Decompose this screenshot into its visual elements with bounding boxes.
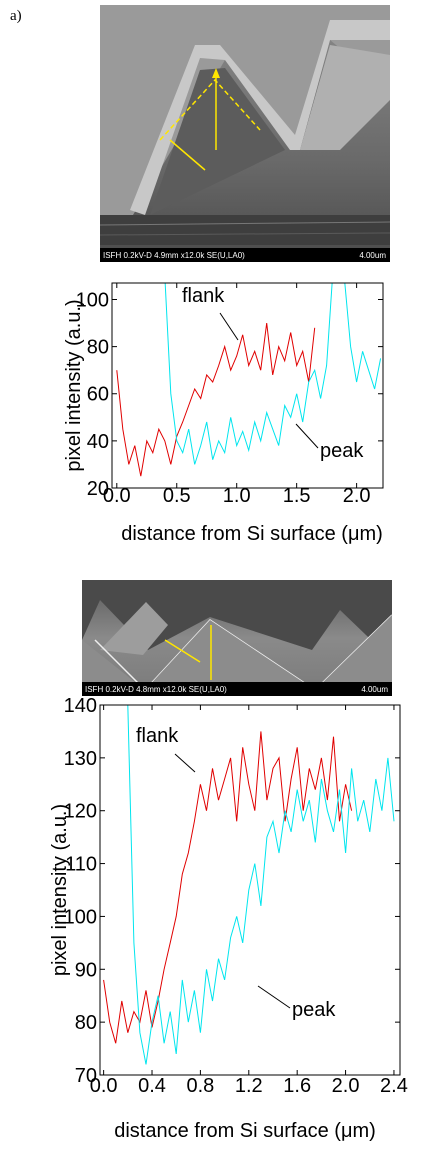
plot-series <box>103 705 395 1065</box>
data-line <box>116 323 316 477</box>
sem-image: ISFH 0.2kV-D 4.9mm x12.0k SE(U,LA0) 4.00… <box>99 5 391 262</box>
y-tick-label: 80 <box>87 337 109 359</box>
annotation-leader <box>295 423 319 449</box>
x-tick-label: 1.0 <box>223 485 251 507</box>
y-tick-label: 70 <box>75 1065 97 1087</box>
y-tick-label: 20 <box>87 478 109 500</box>
x-tick-label: 0.0 <box>103 485 131 507</box>
panel-label: a) <box>10 8 22 24</box>
annotation-leader <box>174 753 196 773</box>
annotation-leader <box>219 312 239 341</box>
x-axis-label: distance from Si surface (μm) <box>114 1120 376 1142</box>
image-scale: 4.00um <box>359 251 386 260</box>
image-caption: ISFH 0.2kV-D 4.8mm x12.0k SE(U,LA0) <box>85 685 227 694</box>
y-tick-label: 100 <box>64 906 97 928</box>
x-tick-label: 1.2 <box>235 1075 263 1097</box>
image-caption: ISFH 0.2kV-D 4.9mm x12.0k SE(U,LA0) <box>103 251 245 260</box>
y-axis-label: pixel intensity (a.u.) <box>63 299 85 471</box>
x-tick-label: 1.6 <box>283 1075 311 1097</box>
x-axis-label: distance from Si surface (μm) <box>121 523 383 545</box>
x-tick-label: 0.8 <box>186 1075 214 1097</box>
plot-series <box>116 283 382 477</box>
sem-image: ISFH 0.2kV-D 4.8mm x12.0k SE(U,LA0) 4.00… <box>82 580 393 696</box>
plot-frame <box>99 704 401 1076</box>
data-line <box>127 705 395 1065</box>
annotation: flank <box>182 285 225 307</box>
x-tick-label: 0.0 <box>90 1075 118 1097</box>
y-tick-label: 120 <box>64 801 97 823</box>
x-tick-label: 0.5 <box>163 485 191 507</box>
x-tick-label: 1.5 <box>283 485 311 507</box>
y-tick-label: 40 <box>87 431 109 453</box>
annotation: flank <box>136 725 179 747</box>
x-tick-label: 2.0 <box>343 485 371 507</box>
y-tick-label: 80 <box>75 1012 97 1034</box>
x-tick-label: 2.4 <box>380 1075 408 1097</box>
y-tick-label: 130 <box>64 748 97 770</box>
annotation: peak <box>320 440 364 462</box>
x-tick-label: 2.0 <box>332 1075 360 1097</box>
annotation-leader <box>257 985 291 1009</box>
data-line <box>103 731 353 1044</box>
data-line <box>164 283 382 465</box>
annotation: peak <box>292 999 336 1021</box>
plot-frame <box>111 282 384 489</box>
y-tick-label: 60 <box>87 384 109 406</box>
y-tick-label: 100 <box>76 289 109 311</box>
y-tick-label: 110 <box>65 854 97 876</box>
image-scale: 4.00um <box>361 685 388 694</box>
y-axis-label: pixel intensity (a.u.) <box>49 804 71 976</box>
y-tick-label: 140 <box>64 695 97 717</box>
y-tick-label: 90 <box>75 959 97 981</box>
x-tick-label: 0.4 <box>138 1075 166 1097</box>
